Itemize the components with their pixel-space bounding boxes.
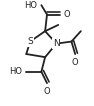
Text: O: O [44,87,50,96]
Text: HO: HO [25,1,38,10]
Text: N: N [53,39,60,48]
Text: O: O [64,10,70,19]
Text: HO: HO [10,67,23,76]
Text: O: O [72,58,78,67]
Text: S: S [27,37,33,46]
